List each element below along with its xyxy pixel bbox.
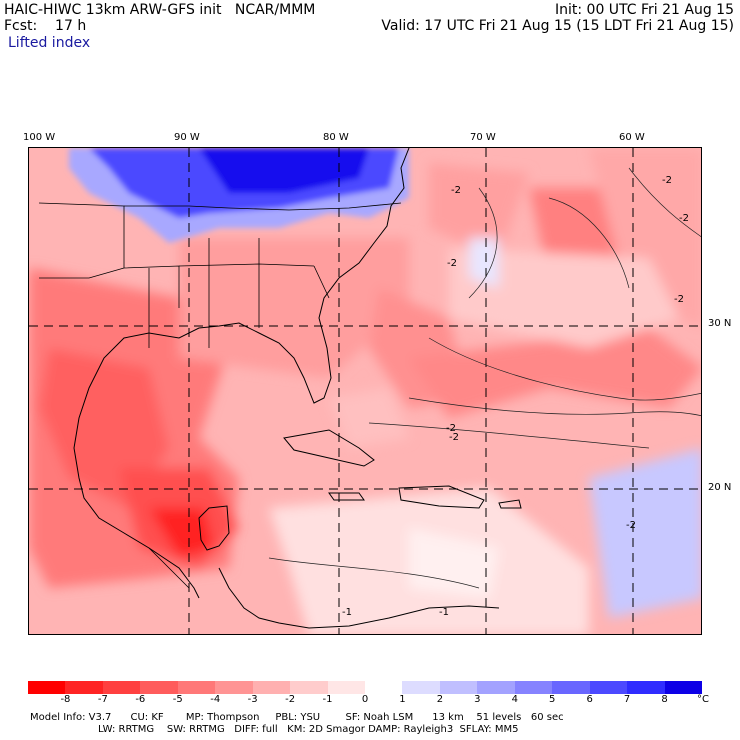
colorbar-swatch: [627, 681, 666, 694]
colorbar-swatch: [589, 681, 628, 694]
colorbar-tick-label: 4: [511, 694, 518, 705]
lifted-index-map: -2 -2 -2 -2 -2 -2 -2 -1 -1 -2: [28, 147, 702, 635]
field-name: Lifted index: [8, 35, 91, 51]
init-time: Init: 00 UTC Fri 21 Aug 15: [554, 2, 734, 18]
colorbar-tick-label: 5: [549, 694, 556, 705]
map-canvas: -2 -2 -2 -2 -2 -2 -2 -1 -1 -2: [29, 148, 701, 634]
lat-label-30n: 30 N: [708, 318, 732, 329]
colorbar-swatch: [65, 681, 104, 694]
lat-lon-grid: [29, 148, 701, 634]
contour-label: -2: [447, 258, 457, 269]
coastlines: [73, 148, 522, 629]
lon-label-100w: 100 W: [23, 132, 56, 143]
model-info-line2: LW: RRTMG SW: RRTMG DIFF: full KM: 2D Sm…: [98, 724, 519, 735]
colorbar-swatch: [365, 681, 403, 694]
colorbar-tick-label: 1: [399, 694, 406, 705]
lon-label-80w: 80 W: [323, 132, 349, 143]
colorbar-swatch: [514, 681, 553, 694]
colorbar-swatch: [439, 681, 478, 694]
colorbar-tick-label: -8: [60, 694, 71, 705]
colorbar-tick-label: 8: [661, 694, 668, 705]
contour-label: -2: [674, 294, 684, 305]
contour-label: -2: [626, 520, 636, 531]
contour-label: -1: [342, 607, 352, 618]
colorbar-tick-label: 6: [586, 694, 593, 705]
contour-label-group: -2 -2 -2 -2 -2 -2 -2 -1 -1 -2: [342, 175, 689, 618]
contour-label: -2: [449, 432, 459, 443]
colorbar-unit: °C: [697, 694, 709, 705]
colorbar-swatch: [552, 681, 591, 694]
colorbar-swatch: [215, 681, 254, 694]
colorbar-swatch: [102, 681, 141, 694]
colorbar: [28, 681, 703, 694]
model-info-line1: Model Info: V3.7 CU: KF MP: Thompson PBL…: [30, 712, 564, 723]
colorbar-swatch: [477, 681, 516, 694]
lon-label-70w: 70 W: [470, 132, 496, 143]
colorbar-swatch: [252, 681, 291, 694]
colorbar-swatch: [402, 681, 441, 694]
lon-label-60w: 60 W: [619, 132, 645, 143]
contour-lines: [268, 167, 701, 589]
colorbar-swatch: [664, 681, 703, 694]
colorbar-swatch: [177, 681, 216, 694]
colorbar-tick-label: -1: [322, 694, 333, 705]
valid-time: Valid: 17 UTC Fri 21 Aug 15 (15 LDT Fri …: [381, 18, 734, 34]
colorbar-swatch: [140, 681, 179, 694]
colorbar-tick-label: -6: [135, 694, 146, 705]
colorbar-tick-label: 3: [474, 694, 481, 705]
colorbar-tick-label: -2: [285, 694, 296, 705]
lat-label-20n: 20 N: [708, 482, 732, 493]
colorbar-swatch: [290, 681, 329, 694]
colorbar-swatch: [327, 681, 366, 694]
stable-region: [69, 148, 409, 243]
colorbar-tick-label: -4: [210, 694, 221, 705]
contour-label: -2: [662, 175, 672, 186]
contour-label: -2: [679, 213, 689, 224]
colorbar-tick-label: -5: [172, 694, 183, 705]
political-borders: [38, 202, 402, 589]
contour-label: -1: [439, 607, 449, 618]
colorbar-tick-label: -7: [97, 694, 108, 705]
colorbar-tick-label: 2: [436, 694, 444, 705]
colorbar-tick-label: -3: [247, 694, 258, 705]
forecast-hour: Fcst: 17 h: [4, 18, 87, 34]
colorbar-swatch: [28, 681, 66, 694]
lifted-index-field: [29, 148, 701, 634]
colorbar-tick-label: 0: [361, 694, 369, 705]
lon-label-90w: 90 W: [174, 132, 200, 143]
plot-title: HAIC-HIWC 13km ARW-GFS init NCAR/MMM: [4, 2, 316, 18]
contour-label: -2: [451, 185, 461, 196]
contour-label: -2: [446, 423, 456, 434]
colorbar-tick-label: 7: [623, 694, 631, 705]
